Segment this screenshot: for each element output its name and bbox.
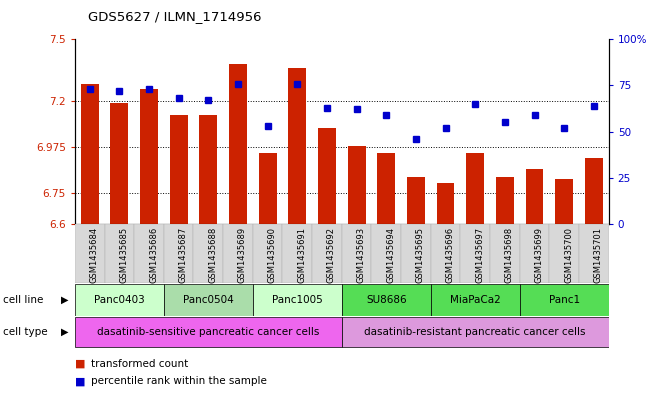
Bar	[111, 103, 128, 224]
Bar	[312, 224, 342, 283]
Text: GSM1435697: GSM1435697	[475, 227, 484, 283]
Bar	[585, 158, 603, 224]
Text: GSM1435693: GSM1435693	[357, 227, 366, 283]
Bar	[75, 224, 105, 283]
Bar	[288, 68, 306, 224]
Text: GSM1435695: GSM1435695	[416, 227, 425, 283]
Bar	[134, 224, 164, 283]
Bar	[318, 128, 336, 224]
Text: MiaPaCa2: MiaPaCa2	[450, 295, 501, 305]
Text: GSM1435699: GSM1435699	[534, 227, 544, 283]
Text: GSM1435690: GSM1435690	[268, 227, 277, 283]
Bar	[466, 153, 484, 224]
Text: GDS5627 / ILMN_1714956: GDS5627 / ILMN_1714956	[88, 10, 262, 23]
Text: cell type: cell type	[3, 327, 48, 337]
Bar	[519, 224, 549, 283]
Text: GSM1435688: GSM1435688	[208, 227, 217, 283]
Bar	[378, 153, 395, 224]
Text: GSM1435687: GSM1435687	[178, 227, 187, 283]
Bar	[579, 224, 609, 283]
Bar	[229, 64, 247, 224]
Bar	[431, 224, 460, 283]
Text: ■: ■	[75, 376, 85, 386]
Bar	[490, 224, 519, 283]
Bar	[81, 84, 98, 224]
Bar	[75, 284, 164, 316]
Text: GSM1435684: GSM1435684	[90, 227, 99, 283]
Text: ▶: ▶	[61, 295, 68, 305]
Bar	[193, 224, 223, 283]
Text: Panc1: Panc1	[549, 295, 580, 305]
Text: Panc0403: Panc0403	[94, 295, 145, 305]
Bar	[437, 183, 454, 224]
Text: dasatinib-sensitive pancreatic cancer cells: dasatinib-sensitive pancreatic cancer ce…	[97, 327, 320, 337]
Bar	[253, 284, 342, 316]
Bar	[525, 169, 544, 224]
Bar	[223, 224, 253, 283]
Bar	[401, 224, 431, 283]
Bar	[372, 224, 401, 283]
Bar	[170, 115, 187, 224]
Bar	[496, 177, 514, 224]
Bar	[342, 284, 431, 316]
Text: transformed count: transformed count	[91, 358, 188, 369]
Bar	[348, 146, 365, 224]
Bar	[549, 224, 579, 283]
Bar	[519, 284, 609, 316]
Text: ■: ■	[75, 358, 85, 369]
Text: Panc1005: Panc1005	[272, 295, 323, 305]
Bar	[253, 224, 283, 283]
Bar	[164, 284, 253, 316]
Bar	[75, 317, 342, 347]
Text: GSM1435694: GSM1435694	[386, 227, 395, 283]
Bar	[164, 224, 193, 283]
Bar	[105, 224, 134, 283]
Bar	[140, 88, 158, 224]
Bar	[431, 284, 519, 316]
Text: GSM1435689: GSM1435689	[238, 227, 247, 283]
Bar	[407, 177, 425, 224]
Text: GSM1435686: GSM1435686	[149, 227, 158, 283]
Text: dasatinib-resistant pancreatic cancer cells: dasatinib-resistant pancreatic cancer ce…	[365, 327, 586, 337]
Text: percentile rank within the sample: percentile rank within the sample	[91, 376, 267, 386]
Text: GSM1435701: GSM1435701	[594, 227, 603, 283]
Text: GSM1435696: GSM1435696	[445, 227, 454, 283]
Bar	[199, 115, 217, 224]
Bar	[283, 224, 312, 283]
Text: GSM1435700: GSM1435700	[564, 227, 573, 283]
Text: SU8686: SU8686	[366, 295, 407, 305]
Text: GSM1435692: GSM1435692	[327, 227, 336, 283]
Text: GSM1435691: GSM1435691	[298, 227, 306, 283]
Bar	[342, 317, 609, 347]
Bar	[555, 179, 573, 224]
Text: GSM1435685: GSM1435685	[119, 227, 128, 283]
Text: cell line: cell line	[3, 295, 44, 305]
Bar	[460, 224, 490, 283]
Text: Panc0504: Panc0504	[183, 295, 234, 305]
Bar	[258, 153, 277, 224]
Text: GSM1435698: GSM1435698	[505, 227, 514, 283]
Text: ▶: ▶	[61, 327, 68, 337]
Bar	[342, 224, 372, 283]
